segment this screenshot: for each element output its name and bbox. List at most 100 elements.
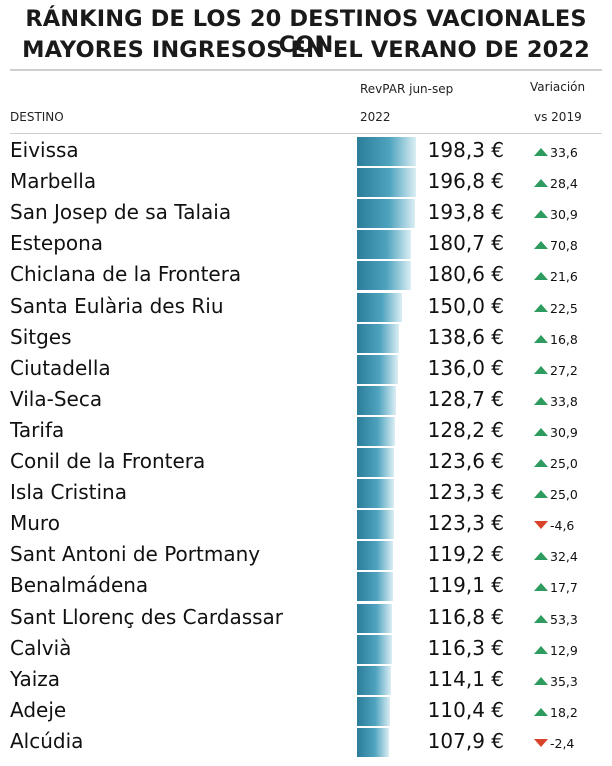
variacion-value: 28,4 <box>534 176 578 191</box>
variacion-text: 33,8 <box>550 393 578 409</box>
column-header-revpar-line2: 2022 <box>360 110 391 124</box>
triangle-up-icon <box>534 614 548 623</box>
destino-label: Eivissa <box>10 138 79 162</box>
revpar-bar <box>357 479 394 509</box>
variacion-value: 27,2 <box>534 363 578 378</box>
triangle-up-icon <box>534 210 548 219</box>
revpar-bar <box>357 385 396 415</box>
variacion-text: 30,9 <box>550 424 578 440</box>
triangle-down-icon <box>534 738 548 747</box>
variacion-text: 25,0 <box>550 456 578 471</box>
triangle-up-icon <box>534 459 548 467</box>
revpar-bar <box>357 727 390 757</box>
variacion-value: 22,5 <box>534 301 578 316</box>
table-row: Alcúdia 107,9 € -2,4 <box>0 727 612 758</box>
revpar-bar <box>357 510 394 540</box>
chart-title-line1: RÁNKING DE LOS 20 DESTINOS VACIONALES CO… <box>25 6 587 58</box>
triangle-up-icon <box>534 427 548 436</box>
table-row: Sant Llorenç des Cardassar 116,8 € 53,3 <box>0 603 612 634</box>
title-divider <box>10 69 602 71</box>
revpar-value: 110,4 € <box>427 697 504 722</box>
revpar-bar <box>357 448 395 477</box>
table-row: Isla Cristina 123,3 € 25,0 <box>0 478 612 509</box>
table-row: Sitges 138,6 € 16,8 <box>0 323 612 354</box>
variacion-text: 12,9 <box>550 642 578 658</box>
variacion-value: 30,9 <box>534 207 578 222</box>
variacion-value: -4,6 <box>534 518 574 533</box>
revpar-value: 123,3 € <box>427 480 504 505</box>
table-row: Ciutadella 136,0 € 27,2 <box>0 354 612 385</box>
variacion-text: 32,4 <box>550 549 578 565</box>
destino-label: Alcúdia <box>10 728 84 753</box>
destino-label: Tarifa <box>10 417 65 442</box>
revpar-value: 107,9 € <box>427 728 504 753</box>
revpar-value: 116,8 € <box>427 604 504 629</box>
variacion-text: 18,2 <box>550 704 578 720</box>
variacion-text: 22,5 <box>550 300 578 316</box>
revpar-bar <box>357 261 412 291</box>
variacion-value: 30,9 <box>534 425 578 440</box>
revpar-bar <box>357 323 399 353</box>
revpar-bar <box>357 572 393 602</box>
variacion-value: 33,8 <box>534 394 578 409</box>
table-row: San Josep de sa Talaia 193,8 € 30,9 <box>0 198 612 229</box>
revpar-bar <box>357 634 392 664</box>
variacion-text: 70,8 <box>550 238 578 254</box>
revpar-value: 196,8 € <box>427 169 504 194</box>
triangle-up-icon <box>534 490 548 499</box>
table-row: Benalmádena 119,1 € 17,7 <box>0 571 612 602</box>
revpar-value: 136,0 € <box>427 355 504 380</box>
variacion-value: 25,0 <box>534 487 578 502</box>
table-row: Tarifa 128,2 € 30,9 <box>0 416 612 447</box>
triangle-up-icon <box>534 148 548 156</box>
destino-label: Benalmádena <box>10 573 149 598</box>
triangle-up-icon <box>534 365 548 374</box>
revpar-value: 150,0 € <box>427 293 504 318</box>
column-header-destino: DESTINO <box>10 110 64 124</box>
triangle-up-icon <box>534 707 548 716</box>
revpar-value: 198,3 € <box>427 138 504 162</box>
table-row: Sant Antoni de Portmany 119,2 € 32,4 <box>0 540 612 571</box>
variacion-value: 53,3 <box>534 612 578 627</box>
variacion-text: 35,3 <box>550 673 578 689</box>
revpar-value: 128,2 € <box>427 417 504 442</box>
destino-label: Adeje <box>10 697 67 722</box>
revpar-bar <box>357 416 396 446</box>
table-row: Adeje 110,4 € 18,2 <box>0 696 612 727</box>
column-header-revpar-line1: RevPAR jun-sep <box>360 82 454 96</box>
variacion-text: 30,9 <box>550 207 578 223</box>
revpar-bar <box>357 696 391 726</box>
revpar-value: 114,1 € <box>427 666 504 691</box>
variacion-value: 35,3 <box>534 674 578 689</box>
table-row: Chiclana de la Frontera 180,6 € 21,6 <box>0 260 612 291</box>
table-row: Eivissa 198,3 € 33,6 <box>0 136 612 167</box>
variacion-text: 16,8 <box>550 331 578 347</box>
destino-label: Conil de la Frontera <box>10 449 206 473</box>
triangle-up-icon <box>534 552 548 561</box>
triangle-down-icon <box>534 521 548 530</box>
variacion-text: 28,4 <box>550 176 578 192</box>
revpar-bar <box>357 199 416 229</box>
table-row: Santa Eulària des Riu 150,0 € 22,5 <box>0 292 612 323</box>
revpar-value: 193,8 € <box>427 200 504 225</box>
revpar-bar <box>357 541 393 571</box>
triangle-up-icon <box>534 303 548 312</box>
variacion-value: 12,9 <box>534 643 578 658</box>
revpar-value: 119,1 € <box>427 573 504 598</box>
revpar-value: 123,6 € <box>427 449 504 473</box>
triangle-up-icon <box>534 272 548 281</box>
chart-title-line2: MAYORES INGRESOS EN EL VERANO DE 2022 <box>22 37 590 63</box>
revpar-bar <box>357 665 392 695</box>
destino-label: Santa Eulària des Riu <box>10 293 224 318</box>
destino-label: Sant Llorenç des Cardassar <box>10 604 284 629</box>
variacion-value: 21,6 <box>534 269 578 284</box>
variacion-value: -2,4 <box>534 736 574 751</box>
triangle-up-icon <box>534 676 548 685</box>
variacion-value: 33,6 <box>534 145 578 160</box>
triangle-up-icon <box>534 179 548 188</box>
variacion-text: 25,0 <box>550 487 578 503</box>
revpar-bar <box>357 603 393 633</box>
revpar-value: 116,3 € <box>427 635 504 660</box>
variacion-value: 25,0 <box>534 456 578 471</box>
variacion-value: 16,8 <box>534 332 578 347</box>
